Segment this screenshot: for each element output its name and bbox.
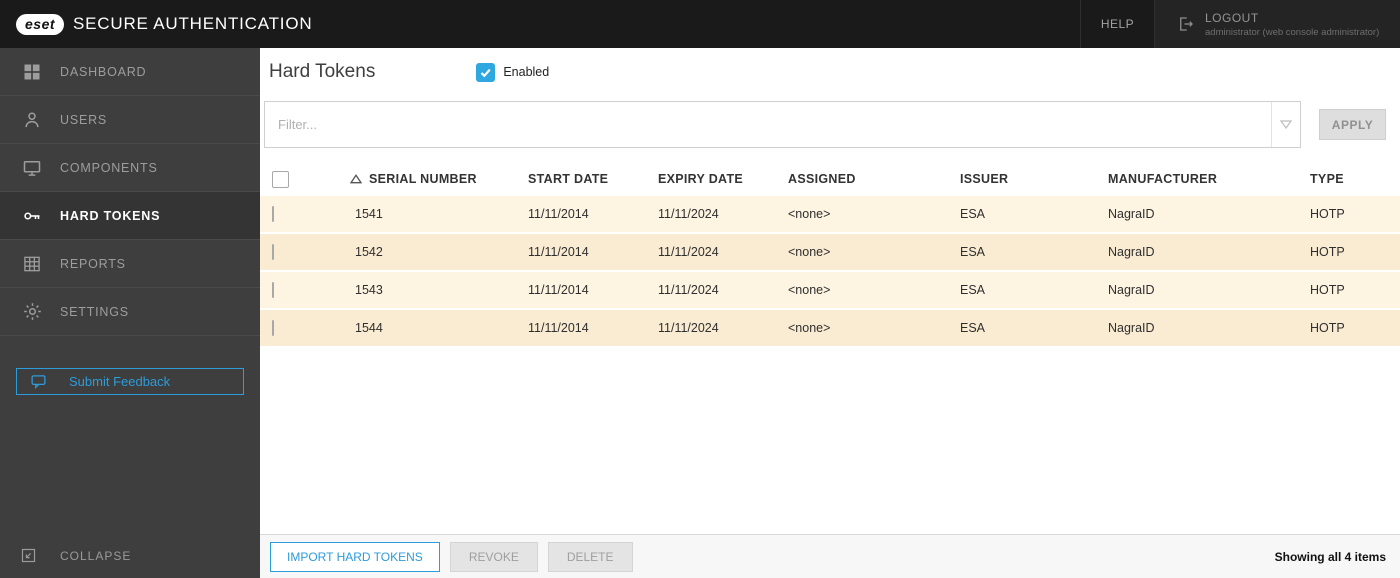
row-checkbox[interactable] — [272, 320, 274, 336]
cell-issuer: ESA — [960, 283, 986, 297]
cell-type: HOTP — [1310, 321, 1345, 335]
table-row[interactable]: 1544 11/11/2014 11/11/2024 <none> ESA Na… — [260, 310, 1400, 346]
column-header-issuer[interactable]: ISSUER — [960, 172, 1009, 186]
cell-issuer: ESA — [960, 245, 986, 259]
collapse-icon — [20, 547, 44, 564]
logout-subtitle: administrator (web console administrator… — [1205, 26, 1380, 38]
collapse-label: COLLAPSE — [60, 548, 132, 563]
check-icon — [481, 68, 491, 77]
monitor-icon — [20, 156, 44, 180]
sidebar-item-label: SETTINGS — [60, 304, 129, 319]
cell-expiry-date: 11/11/2024 — [658, 283, 719, 297]
logout-label: LOGOUT — [1205, 10, 1259, 25]
logout-icon — [1177, 15, 1195, 33]
apply-button[interactable]: APPLY — [1319, 109, 1386, 140]
cell-start-date: 11/11/2014 — [528, 283, 589, 297]
submit-feedback-label: Submit Feedback — [69, 374, 171, 389]
delete-button[interactable]: DELETE — [547, 541, 633, 572]
cell-assigned: <none> — [788, 207, 831, 221]
cell-assigned: <none> — [788, 245, 831, 259]
sort-ascending-icon — [350, 174, 362, 184]
sidebar-item-label: REPORTS — [60, 256, 126, 271]
sidebar-item-label: USERS — [60, 112, 108, 127]
cell-start-date: 11/11/2014 — [528, 321, 589, 335]
filter-dropdown-button[interactable] — [1271, 102, 1300, 147]
key-icon — [20, 204, 44, 228]
row-checkbox[interactable] — [272, 244, 274, 260]
revoke-button[interactable]: REVOKE — [449, 541, 538, 572]
sidebar-item-settings[interactable]: SETTINGS — [0, 288, 260, 336]
cell-manufacturer: NagraID — [1108, 321, 1155, 335]
enabled-checkbox[interactable] — [476, 62, 496, 82]
gear-icon — [20, 300, 44, 324]
cell-type: HOTP — [1310, 283, 1345, 297]
column-header-type[interactable]: TYPE — [1310, 172, 1344, 186]
brand: eset SECURE AUTHENTICATION — [0, 13, 1080, 35]
sidebar: DASHBOARD USERS COMPONENTS — [0, 48, 260, 578]
column-header-expiry-date[interactable]: EXPIRY DATE — [658, 172, 744, 186]
cell-issuer: ESA — [960, 321, 986, 335]
brand-text: SECURE AUTHENTICATION — [73, 14, 313, 33]
cell-manufacturer: NagraID — [1108, 207, 1155, 221]
sidebar-item-label: COMPONENTS — [60, 160, 158, 175]
action-bar: IMPORT HARD TOKENS REVOKE DELETE Showing… — [260, 534, 1400, 578]
main-content: Hard Tokens Enabled APPLY — [260, 48, 1400, 578]
eset-logo: eset — [16, 13, 65, 35]
cell-manufacturer: NagraID — [1108, 283, 1155, 297]
cell-assigned: <none> — [788, 321, 831, 335]
help-button[interactable]: HELP — [1080, 0, 1154, 48]
table-row[interactable]: 1542 11/11/2014 11/11/2024 <none> ESA Na… — [260, 234, 1400, 270]
sidebar-item-dashboard[interactable]: DASHBOARD — [0, 48, 260, 96]
top-bar: eset SECURE AUTHENTICATION HELP LOGOUT a… — [0, 0, 1400, 48]
import-hard-tokens-button[interactable]: IMPORT HARD TOKENS — [270, 541, 440, 572]
cell-start-date: 11/11/2014 — [528, 245, 589, 259]
dashboard-icon — [20, 60, 44, 84]
cell-type: HOTP — [1310, 207, 1345, 221]
page-title: Hard Tokens — [269, 61, 376, 82]
cell-serial: 1543 — [355, 283, 383, 297]
column-header-manufacturer[interactable]: MANUFACTURER — [1108, 172, 1218, 186]
cell-expiry-date: 11/11/2024 — [658, 321, 719, 335]
cell-start-date: 11/11/2014 — [528, 207, 589, 221]
report-grid-icon — [20, 252, 44, 276]
cell-expiry-date: 11/11/2024 — [658, 207, 719, 221]
cell-serial: 1544 — [355, 321, 383, 335]
row-checkbox[interactable] — [272, 282, 274, 298]
cell-expiry-date: 11/11/2024 — [658, 245, 719, 259]
sidebar-item-hard-tokens[interactable]: HARD TOKENS — [0, 192, 260, 240]
sidebar-item-users[interactable]: USERS — [0, 96, 260, 144]
table-header: SERIAL NUMBER START DATE EXPIRY DATE ASS… — [260, 162, 1400, 196]
sidebar-item-reports[interactable]: REPORTS — [0, 240, 260, 288]
sidebar-item-label: HARD TOKENS — [60, 208, 161, 223]
table-row[interactable]: 1543 11/11/2014 11/11/2024 <none> ESA Na… — [260, 272, 1400, 308]
cell-serial: 1541 — [355, 207, 383, 221]
items-count-status: Showing all 4 items — [1274, 549, 1386, 564]
enabled-label: Enabled — [503, 65, 550, 79]
cell-assigned: <none> — [788, 283, 831, 297]
cell-type: HOTP — [1310, 245, 1345, 259]
filter-input[interactable] — [265, 102, 1271, 147]
column-header-start-date[interactable]: START DATE — [528, 172, 609, 186]
sidebar-item-label: DASHBOARD — [60, 64, 147, 79]
select-all-checkbox[interactable] — [272, 170, 289, 188]
column-header-serial-number[interactable]: SERIAL NUMBER — [340, 172, 528, 186]
table-row[interactable]: 1541 11/11/2014 11/11/2024 <none> ESA Na… — [260, 196, 1400, 232]
collapse-button[interactable]: COLLAPSE — [20, 547, 131, 564]
cell-serial: 1542 — [355, 245, 383, 259]
submit-feedback-button[interactable]: Submit Feedback — [16, 368, 244, 395]
logout-button[interactable]: LOGOUT administrator (web console admini… — [1154, 0, 1400, 48]
sidebar-item-components[interactable]: COMPONENTS — [0, 144, 260, 192]
feedback-bubble-icon — [30, 373, 47, 390]
filter-group — [264, 101, 1301, 148]
column-header-assigned[interactable]: ASSIGNED — [788, 172, 856, 186]
cell-issuer: ESA — [960, 207, 986, 221]
users-icon — [20, 108, 44, 132]
chevron-down-icon — [1280, 120, 1292, 129]
row-checkbox[interactable] — [272, 206, 274, 222]
cell-manufacturer: NagraID — [1108, 245, 1155, 259]
